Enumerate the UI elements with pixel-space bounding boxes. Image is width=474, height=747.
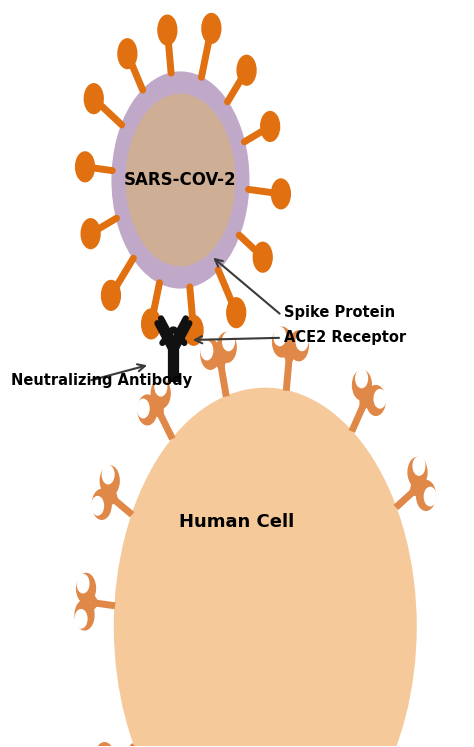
Circle shape [158,15,177,45]
Circle shape [155,377,167,396]
Circle shape [413,456,425,475]
Circle shape [184,315,203,345]
Text: Spike Protein: Spike Protein [284,305,395,320]
Circle shape [118,39,137,69]
Circle shape [237,55,256,85]
Circle shape [424,487,436,506]
Circle shape [151,379,170,409]
Circle shape [273,327,292,357]
Circle shape [75,600,94,630]
Text: Neutralizing Antibody: Neutralizing Antibody [11,374,192,388]
Circle shape [274,327,286,346]
Circle shape [76,152,94,182]
Circle shape [142,309,161,339]
Circle shape [296,332,308,350]
Circle shape [272,179,291,208]
Circle shape [101,281,120,310]
Text: SARS-COV-2: SARS-COV-2 [124,171,237,189]
Circle shape [115,388,416,747]
Circle shape [100,466,119,495]
Circle shape [408,457,427,487]
Circle shape [261,111,280,141]
Text: Human Cell: Human Cell [179,513,295,531]
Circle shape [137,400,149,418]
Circle shape [138,395,157,425]
Circle shape [356,369,367,388]
Circle shape [75,610,87,628]
Circle shape [201,339,220,369]
Circle shape [353,371,372,400]
Circle shape [366,385,385,415]
Circle shape [84,84,103,114]
Circle shape [217,332,236,362]
Circle shape [112,72,249,288]
Circle shape [201,341,213,360]
Circle shape [417,480,436,510]
Circle shape [223,332,234,350]
Circle shape [95,743,114,747]
Circle shape [92,489,111,519]
Circle shape [81,219,100,249]
Circle shape [102,465,114,484]
Circle shape [290,331,308,361]
Circle shape [227,298,246,328]
Circle shape [253,242,272,272]
Text: ACE2 Receptor: ACE2 Receptor [284,330,406,345]
Circle shape [202,13,221,43]
Circle shape [92,497,103,515]
Circle shape [374,389,386,408]
Circle shape [77,574,95,604]
Circle shape [77,574,89,593]
Circle shape [126,94,235,266]
